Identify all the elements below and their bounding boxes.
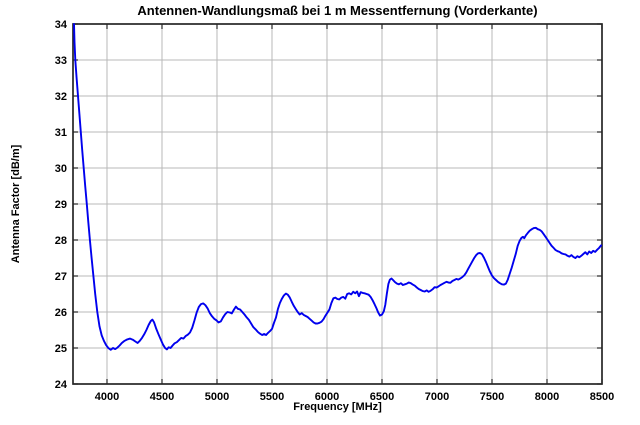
chart-title: Antennen-Wandlungsmaß bei 1 m Messentfer… (137, 3, 538, 18)
x-tick-label: 6500 (370, 391, 394, 403)
y-tick-label: 27 (55, 271, 67, 283)
x-tick-label: 4000 (95, 391, 119, 403)
x-tick-label: 6000 (315, 391, 339, 403)
y-tick-label: 25 (55, 343, 67, 355)
y-tick-label: 26 (55, 307, 67, 319)
x-axis-label: Frequency [MHz] (293, 401, 382, 413)
x-tick-label: 8000 (535, 391, 559, 403)
data-series-line (73, 23, 603, 351)
y-tick-label: 30 (55, 163, 67, 175)
y-tick-label: 34 (55, 19, 68, 31)
x-tick-label: 5000 (205, 391, 229, 403)
y-axis-label: Antenna Factor [dB/m] (10, 144, 22, 264)
y-tick-label: 32 (55, 91, 67, 103)
x-tick-label: 8500 (590, 391, 614, 403)
y-tick-label: 31 (55, 127, 67, 139)
y-tick-label: 28 (55, 235, 67, 247)
y-tick-label: 24 (55, 379, 68, 391)
x-tick-label: 4500 (150, 391, 174, 403)
x-tick-label: 7000 (425, 391, 449, 403)
x-tick-label: 7500 (480, 391, 504, 403)
y-tick-label: 33 (55, 55, 67, 67)
y-tick-label: 29 (55, 199, 67, 211)
x-tick-label: 5500 (260, 391, 284, 403)
